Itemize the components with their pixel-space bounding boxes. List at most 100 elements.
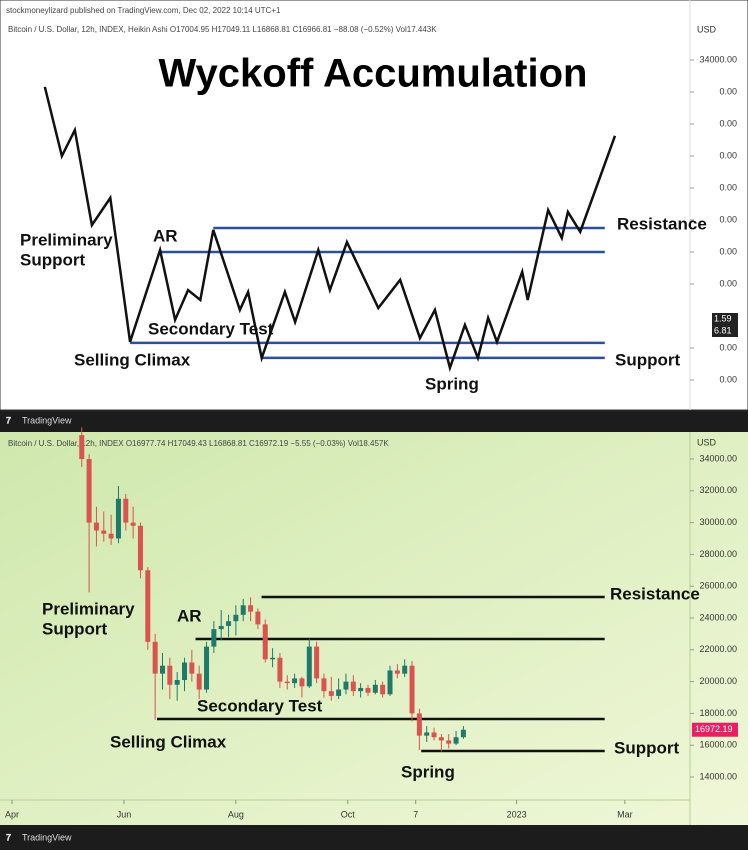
candle-body (460, 729, 466, 738)
candle-body (306, 646, 312, 687)
candle-body (152, 641, 158, 674)
annotation: Resistance (610, 584, 700, 603)
x-tick-label: Aug (228, 809, 244, 819)
candle-body (167, 665, 173, 685)
candle-body (86, 459, 92, 523)
candle-body (130, 522, 136, 526)
candle-body (284, 681, 290, 684)
candle-body (387, 670, 393, 695)
annotation: AR (177, 606, 202, 625)
y-tick-label: 0.00 (719, 182, 737, 192)
y-tick-label: 22000.00 (699, 644, 737, 654)
annotation: Support (615, 350, 680, 369)
last-price-label: 16972.19 (695, 724, 733, 734)
y-tick-label: 0.00 (719, 214, 737, 224)
y-tick-label: 26000.00 (699, 581, 737, 591)
annotation: Resistance (617, 214, 707, 233)
x-tick-label: 7 (413, 809, 418, 819)
y-tick-label: 16000.00 (699, 740, 737, 750)
candle-body (394, 670, 400, 674)
y-tick-label: 0.00 (719, 374, 737, 384)
annotation: Spring (425, 374, 479, 393)
candle-body (218, 625, 224, 630)
annotation: Preliminary (42, 599, 135, 618)
candle-body (240, 605, 246, 615)
y-tick-label: 0.00 (719, 86, 737, 96)
candle-body (328, 691, 334, 696)
candle-body (270, 657, 276, 660)
annotation: AR (153, 226, 178, 245)
candle-body (438, 737, 444, 741)
y-tick-label: 18000.00 (699, 708, 737, 718)
chart-title: Wyckoff Accumulation (159, 52, 588, 96)
candle-body (211, 629, 217, 647)
brand: TradingView (22, 832, 72, 842)
annotation: Secondary Test (197, 696, 323, 715)
candle-body (350, 681, 356, 692)
candle-body (93, 522, 99, 531)
candle-body (182, 662, 188, 681)
y-tick-label: 0.00 (719, 150, 737, 160)
candle-body (409, 665, 415, 714)
annotation: Secondary Test (148, 319, 274, 338)
candle-body (299, 678, 305, 687)
y-tick-label: 0.00 (719, 278, 737, 288)
candle-body (233, 614, 239, 622)
axis-unit: USD (697, 437, 717, 447)
y-tick-label: 28000.00 (699, 549, 737, 559)
candle-body (79, 435, 85, 460)
candle-body (358, 687, 364, 692)
candle-body (174, 680, 180, 685)
last-price-box (692, 722, 738, 737)
candle-body (424, 732, 430, 736)
candle-body (314, 646, 320, 679)
price-label-box (712, 313, 738, 325)
y-tick-label: 34000.00 (699, 54, 737, 64)
brand-logo: 𝟕 (6, 832, 11, 842)
x-tick-label: Apr (5, 809, 19, 819)
candle-body (372, 684, 378, 693)
bottom-panel (0, 432, 748, 825)
price-label-box (712, 325, 738, 337)
symbol-info: Bitcoin / U.S. Dollar, 12h, INDEX O16977… (8, 439, 389, 448)
annotation: Selling Climax (74, 350, 191, 369)
price-line (43, 86, 617, 373)
candle-body (292, 678, 298, 684)
annotation: Selling Climax (110, 732, 227, 751)
candle-body (248, 605, 254, 612)
symbol-info: Bitcoin / U.S. Dollar, 12h, INDEX, Heiki… (8, 25, 437, 34)
y-tick-label: 0.00 (719, 246, 737, 256)
axis-unit: USD (697, 24, 717, 34)
candle-body (365, 687, 371, 693)
annotation: Preliminary (20, 230, 113, 249)
candle-body (262, 624, 268, 660)
candle-body (226, 621, 232, 626)
y-tick-label: 24000.00 (699, 612, 737, 622)
publisher: stockmoneylizard published on TradingVie… (6, 6, 281, 15)
y-tick-label: 32000.00 (699, 485, 737, 495)
x-tick-label: Oct (341, 809, 356, 819)
y-tick-label: 34000.00 (699, 453, 737, 463)
annotation: Support (42, 619, 107, 638)
candle-body (137, 525, 143, 571)
candle-body (446, 740, 452, 744)
candle-body (115, 498, 121, 539)
candle-body (101, 530, 107, 534)
candle-body (343, 681, 349, 690)
candle-body (145, 570, 151, 642)
annotation: Support (614, 738, 679, 757)
candle-body (123, 498, 129, 523)
candle-body (277, 657, 283, 682)
candle-body (159, 665, 165, 674)
candle-body (196, 673, 202, 690)
candle-body (431, 732, 437, 738)
y-tick-label: 14000.00 (699, 771, 737, 781)
candle-body (453, 737, 459, 744)
annotation: Spring (401, 762, 455, 781)
candle-body (380, 684, 386, 695)
price-label: 6.81 (714, 325, 732, 335)
candle-body (204, 646, 210, 690)
x-tick-label: Jun (117, 809, 132, 819)
brand: TradingView (22, 415, 72, 425)
y-tick-label: 20000.00 (699, 676, 737, 686)
